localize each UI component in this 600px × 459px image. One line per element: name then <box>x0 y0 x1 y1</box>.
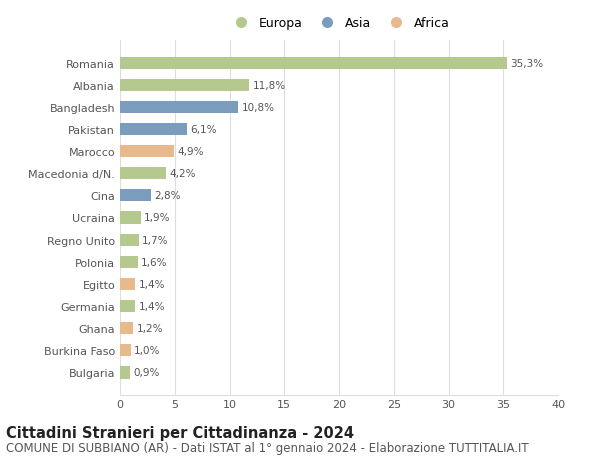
Text: 10,8%: 10,8% <box>242 103 275 112</box>
Bar <box>120 234 139 246</box>
Text: 1,2%: 1,2% <box>136 324 163 333</box>
Bar <box>120 101 238 114</box>
Text: 1,0%: 1,0% <box>134 346 161 356</box>
Text: 11,8%: 11,8% <box>253 80 286 90</box>
Text: 2,8%: 2,8% <box>154 191 181 201</box>
Bar <box>120 57 506 69</box>
Text: 1,4%: 1,4% <box>139 302 165 311</box>
Bar <box>120 168 166 180</box>
Bar <box>120 322 133 335</box>
Text: 35,3%: 35,3% <box>510 58 543 68</box>
Text: 1,4%: 1,4% <box>139 279 165 289</box>
Text: Cittadini Stranieri per Cittadinanza - 2024: Cittadini Stranieri per Cittadinanza - 2… <box>6 425 354 440</box>
Text: 1,7%: 1,7% <box>142 235 169 245</box>
Bar <box>120 367 130 379</box>
Legend: Europa, Asia, Africa: Europa, Asia, Africa <box>223 12 455 35</box>
Text: 6,1%: 6,1% <box>190 125 217 134</box>
Bar <box>120 146 173 158</box>
Bar <box>120 278 136 291</box>
Text: 1,9%: 1,9% <box>144 213 170 223</box>
Bar <box>120 190 151 202</box>
Text: 4,9%: 4,9% <box>177 147 203 157</box>
Bar <box>120 300 136 313</box>
Bar <box>120 256 137 268</box>
Bar <box>120 212 141 224</box>
Bar <box>120 344 131 357</box>
Text: 4,2%: 4,2% <box>169 169 196 179</box>
Text: 1,6%: 1,6% <box>141 257 167 267</box>
Bar <box>120 123 187 136</box>
Text: COMUNE DI SUBBIANO (AR) - Dati ISTAT al 1° gennaio 2024 - Elaborazione TUTTITALI: COMUNE DI SUBBIANO (AR) - Dati ISTAT al … <box>6 441 529 454</box>
Bar <box>120 79 249 92</box>
Text: 0,9%: 0,9% <box>133 368 160 378</box>
